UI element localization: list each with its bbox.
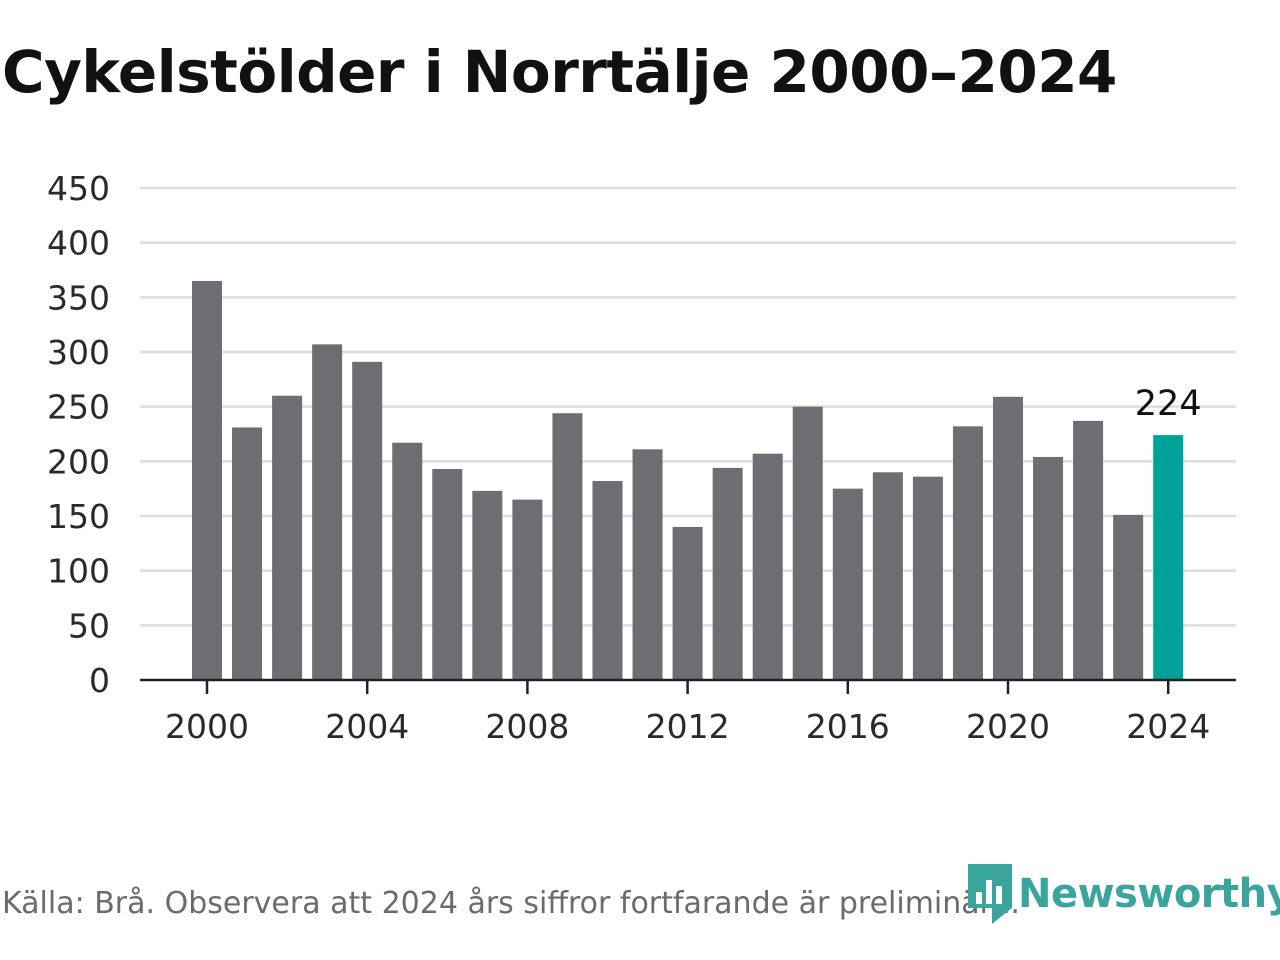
bar-2007 bbox=[472, 490, 503, 680]
y-tick-label-200: 200 bbox=[47, 442, 110, 481]
bar-2003 bbox=[312, 344, 343, 680]
data-label-2024: 224 bbox=[1135, 384, 1202, 424]
bar-2000 bbox=[192, 280, 222, 680]
bar-2005 bbox=[392, 442, 423, 680]
bar-2021 bbox=[1033, 456, 1064, 680]
x-tick-label-2016: 2016 bbox=[806, 707, 890, 746]
bar-2004 bbox=[352, 361, 383, 680]
y-tick-label-0: 0 bbox=[89, 661, 110, 700]
y-tick-label-350: 350 bbox=[47, 278, 110, 317]
bar-2012 bbox=[672, 526, 703, 680]
bars bbox=[192, 280, 1184, 680]
y-tick-label-250: 250 bbox=[47, 388, 110, 427]
brand-name: Newsworthy bbox=[1018, 871, 1280, 917]
x-tick-label-2008: 2008 bbox=[485, 707, 569, 746]
bar-2024 bbox=[1153, 435, 1184, 680]
x-tick-label-2020: 2020 bbox=[966, 707, 1050, 746]
bar-2013 bbox=[712, 467, 743, 680]
bar-2002 bbox=[272, 395, 303, 680]
source-note: Källa: Brå. Observera att 2024 års siffr… bbox=[2, 886, 1020, 921]
y-tick-label-150: 150 bbox=[47, 497, 110, 536]
x-tick-label-2000: 2000 bbox=[165, 707, 249, 746]
bar-2015 bbox=[792, 406, 823, 680]
bar-2017 bbox=[872, 472, 903, 680]
y-tick-label-50: 50 bbox=[68, 606, 110, 645]
axes bbox=[140, 678, 1236, 694]
bar-2014 bbox=[752, 453, 783, 680]
bar-2008 bbox=[512, 499, 543, 680]
brand: Newsworthy bbox=[964, 862, 1280, 926]
x-tick-label-2012: 2012 bbox=[646, 707, 730, 746]
x-tick-label-2024: 2024 bbox=[1126, 707, 1210, 746]
bar-2023 bbox=[1113, 514, 1144, 680]
bar-2001 bbox=[232, 427, 263, 680]
bar-2009 bbox=[552, 413, 583, 680]
bar-2016 bbox=[832, 488, 863, 680]
bar-2006 bbox=[432, 468, 463, 680]
bar-chart: 0 50 100 150 200 250 300 350 400 450 2000 2004 2008 2… bbox=[47, 169, 1236, 746]
bar-2022 bbox=[1073, 420, 1104, 680]
y-tick-label-450: 450 bbox=[47, 169, 110, 208]
bar-2010 bbox=[592, 481, 623, 680]
labels: 0 50 100 150 200 250 300 350 400 450 2000 2004 2008 2… bbox=[47, 169, 1210, 746]
bar-2011 bbox=[632, 449, 663, 680]
bar-2019 bbox=[952, 426, 983, 680]
y-tick-label-300: 300 bbox=[47, 333, 110, 372]
newsworthy-bar-chart-logo-icon bbox=[968, 864, 1012, 924]
chart-title: Cykelstölder i Norrtälje 2000–2024 bbox=[2, 38, 1117, 106]
bar-2020 bbox=[993, 396, 1023, 680]
x-tick-label-2004: 2004 bbox=[325, 707, 409, 746]
y-tick-label-400: 400 bbox=[47, 224, 110, 263]
y-tick-label-100: 100 bbox=[47, 552, 110, 591]
bar-2018 bbox=[912, 476, 943, 680]
